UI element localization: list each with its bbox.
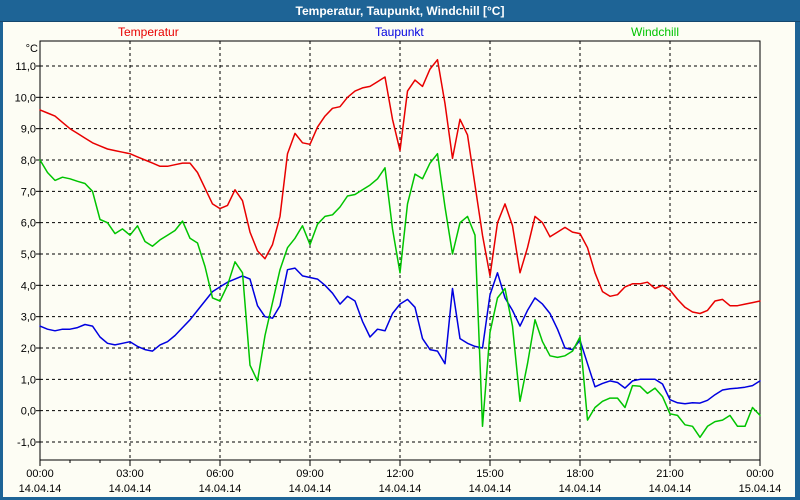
x-tick-time-label: 06:00 [206,468,234,480]
legend-taupunkt: Taupunkt [375,25,424,39]
y-tick-label: 11,0 [15,61,36,73]
y-tick-label: 8,0 [21,155,36,167]
x-tick-date-label: 14.04.14 [649,483,692,495]
legend-windchill: Windchill [631,25,680,39]
x-tick-time-label: 00:00 [746,468,774,480]
x-tick-date-label: 14.04.14 [199,483,242,495]
y-tick-label: 3,0 [21,312,36,324]
x-tick-date-label: 15.04.14 [739,483,782,495]
series-windchill [39,152,761,439]
x-tick-date-label: 14.04.14 [289,483,332,495]
x-tick-time-label: 00:00 [26,468,54,480]
y-tick-label: 9,0 [21,124,36,136]
window-titlebar: Temperatur, Taupunkt, Windchill [°C] [0,0,800,22]
x-tick-time-label: 21:00 [656,468,684,480]
x-tick-time-label: 15:00 [476,468,504,480]
x-tick-date-label: 14.04.14 [19,483,62,495]
y-tick-label: 0,0 [21,406,36,418]
series-temperatur [39,58,761,315]
x-tick-time-label: 09:00 [296,468,324,480]
x-tick-time-label: 03:00 [116,468,144,480]
x-tick-date-label: 14.04.14 [109,483,152,495]
y-tick-label: 1,0 [21,374,36,386]
y-tick-label: 7,0 [21,186,36,198]
legend-temperatur: Temperatur [118,25,179,39]
x-tick-date-label: 14.04.14 [469,483,512,495]
y-tick-label: 5,0 [21,249,36,261]
y-tick-label: -1,0 [17,437,36,449]
y-tick-label: 10,0 [15,92,36,104]
window-title: Temperatur, Taupunkt, Windchill [°C] [295,3,505,18]
y-tick-label: 6,0 [21,218,36,230]
chart-area-background [3,22,795,497]
y-tick-label: 4,0 [21,280,36,292]
x-tick-time-label: 12:00 [386,468,414,480]
x-tick-date-label: 14.04.14 [379,483,422,495]
plot-frame [39,40,761,461]
x-tick-date-label: 14.04.14 [559,483,602,495]
x-tick-time-label: 18:00 [566,468,594,480]
y-axis-unit-label: °C [26,43,38,55]
series-taupunkt [39,267,761,405]
y-tick-label: 2,0 [21,343,36,355]
